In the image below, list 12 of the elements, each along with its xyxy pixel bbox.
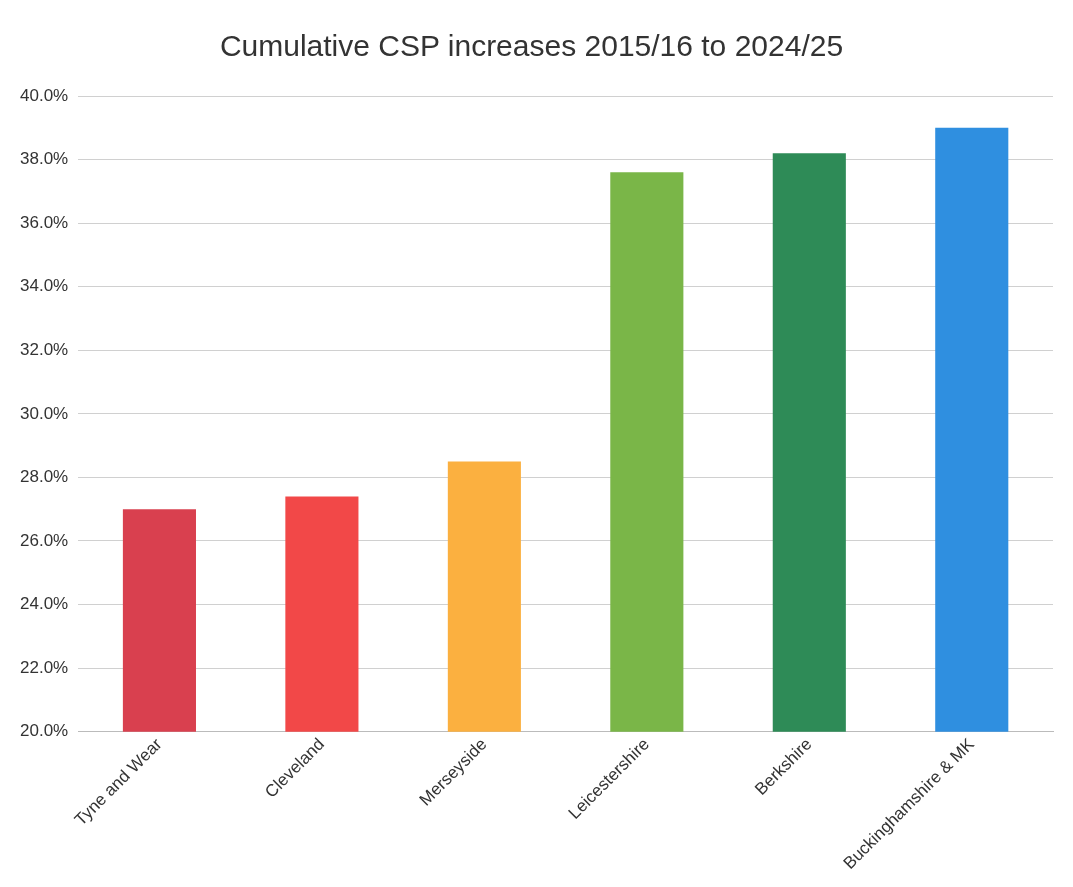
chart-title: Cumulative CSP increases 2015/16 to 2024/25	[219, 29, 844, 63]
y-tick-label: 32.0%	[20, 339, 69, 359]
y-tick-label: 30.0%	[20, 403, 69, 423]
y-tick-label: 40.0%	[20, 85, 69, 105]
y-tick-label: 22.0%	[20, 657, 69, 677]
y-tick-label: 34.0%	[20, 276, 69, 296]
y-tick-label: 36.0%	[20, 212, 69, 232]
y-tick-label: 24.0%	[20, 594, 69, 614]
y-tick-label: 28.0%	[20, 467, 69, 487]
y-tick-label: 26.0%	[20, 530, 69, 550]
y-tick-label: 20.0%	[20, 721, 69, 741]
y-tick-label: 38.0%	[20, 149, 69, 169]
